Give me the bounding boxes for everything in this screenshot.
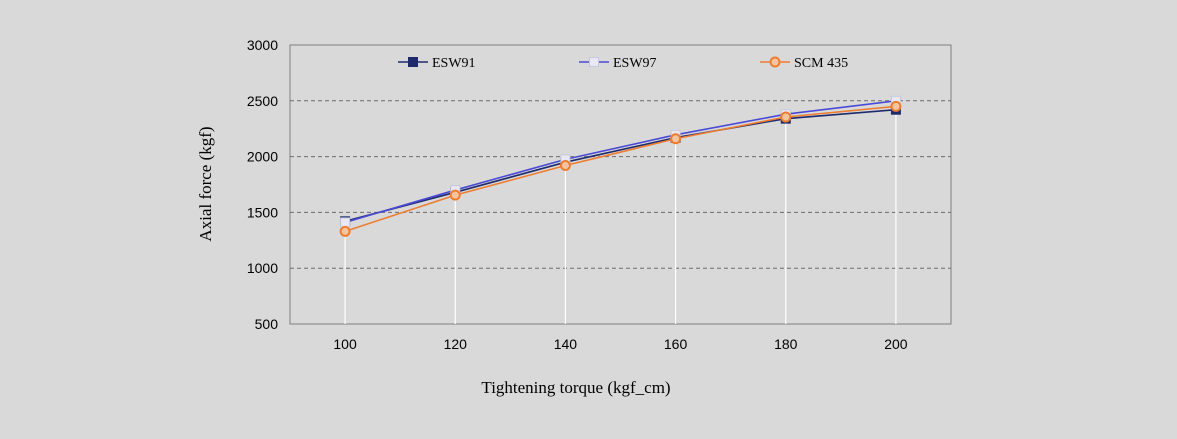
y-tick-label: 1500 xyxy=(247,204,278,220)
x-axis-ticks: 100 120 140 160 180 200 xyxy=(333,336,907,352)
legend-swatch-marker xyxy=(408,57,418,67)
y-axis-ticks: 500 1000 1500 2000 2500 3000 xyxy=(247,37,278,332)
data-point xyxy=(449,189,461,201)
legend-swatch-marker xyxy=(589,57,599,67)
legend-label: ESW91 xyxy=(432,56,476,71)
data-point xyxy=(670,133,682,145)
drop-lines xyxy=(344,100,897,324)
series-scm-435 xyxy=(339,100,902,237)
legend-swatch-marker xyxy=(769,56,781,68)
y-axis-title: Axial force (kgf) xyxy=(196,126,215,241)
x-tick-label: 160 xyxy=(664,336,688,352)
data-point xyxy=(559,160,571,172)
data-point xyxy=(890,100,902,112)
y-tick-label: 500 xyxy=(255,316,279,332)
data-point xyxy=(340,217,351,228)
data-point xyxy=(780,111,792,123)
x-tick-label: 120 xyxy=(444,336,468,352)
series-line xyxy=(344,100,897,224)
x-axis-title: Tightening torque (kgf_cm) xyxy=(481,378,670,397)
plot-area xyxy=(289,44,952,325)
data-point xyxy=(339,225,351,237)
gridlines xyxy=(290,100,951,269)
y-tick-label: 3000 xyxy=(247,37,278,53)
series-line xyxy=(344,108,896,223)
legend: ESW91 ESW97 SCM 435 xyxy=(398,56,848,71)
series-layer xyxy=(339,95,902,237)
series-line xyxy=(344,105,896,233)
legend-item: SCM 435 xyxy=(760,56,848,71)
x-tick-label: 200 xyxy=(884,336,908,352)
y-tick-label: 2000 xyxy=(247,149,278,165)
x-tick-label: 180 xyxy=(774,336,798,352)
x-tick-label: 100 xyxy=(333,336,357,352)
y-tick-label: 2500 xyxy=(247,93,278,109)
legend-item: ESW97 xyxy=(579,56,657,71)
y-tick-label: 1000 xyxy=(247,260,278,276)
x-tick-label: 140 xyxy=(554,336,578,352)
legend-item: ESW91 xyxy=(398,56,476,71)
legend-label: ESW97 xyxy=(613,56,657,71)
legend-label: SCM 435 xyxy=(794,56,848,71)
